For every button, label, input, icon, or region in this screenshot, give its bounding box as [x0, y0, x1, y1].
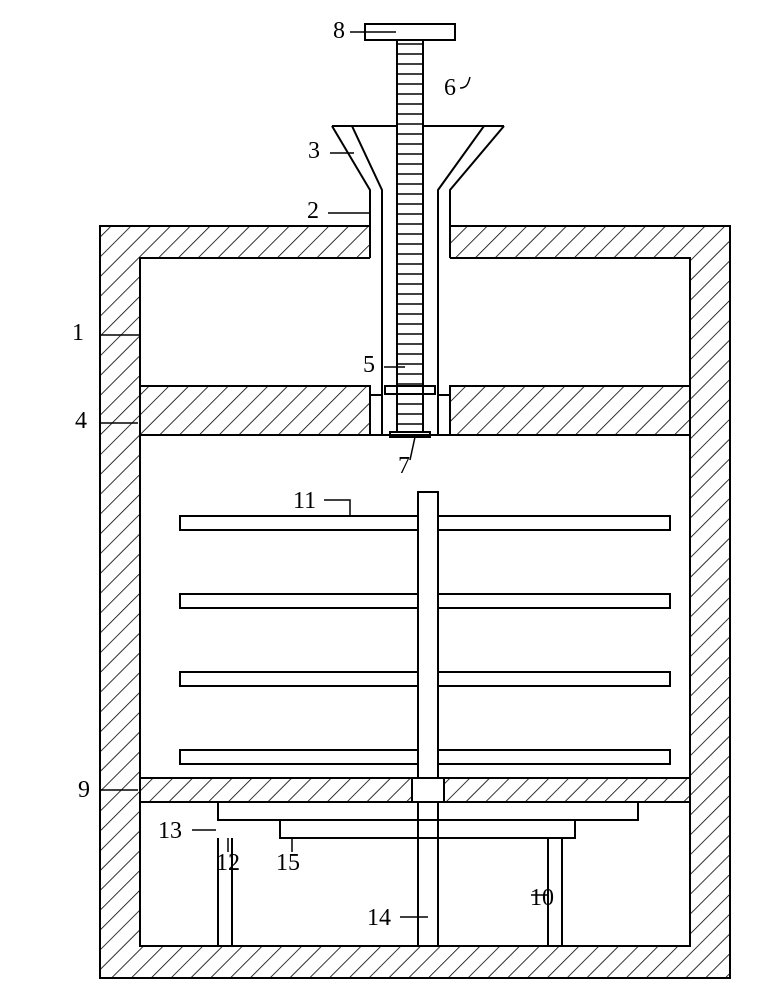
label-l3: 3 — [308, 138, 320, 164]
label-l8: 8 — [333, 18, 345, 44]
label-l2: 2 — [307, 198, 319, 224]
label-l9: 9 — [78, 777, 90, 803]
label-l5: 5 — [363, 352, 375, 378]
label-l11: 11 — [293, 488, 316, 514]
label-l13: 13 — [158, 818, 182, 844]
label-l15: 15 — [276, 850, 300, 876]
label-l1: 1 — [72, 320, 84, 346]
label-l14: 14 — [367, 905, 391, 931]
label-l6: 6 — [444, 75, 456, 101]
label-l10: 10 — [530, 885, 554, 911]
label-l4: 4 — [75, 408, 87, 434]
label-l12: 12 — [216, 850, 240, 876]
label-l7: 7 — [398, 453, 410, 479]
